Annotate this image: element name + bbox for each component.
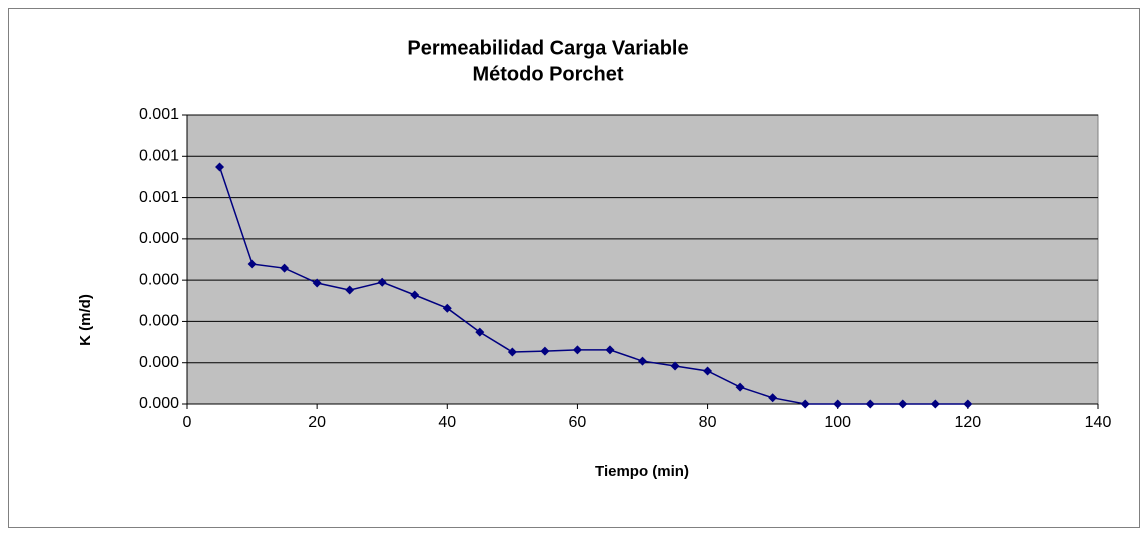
y-tick-label: 0.000: [139, 271, 179, 288]
series-line: [218, 166, 968, 405]
chart-title: Permeabilidad Carga Variable: [407, 37, 688, 59]
x-tick-label: 80: [699, 414, 717, 431]
y-tick-label: 0.001: [139, 106, 179, 123]
y-tick-label: 0.000: [139, 230, 179, 247]
data-point: [638, 356, 647, 366]
data-point: [475, 327, 485, 337]
data-point: [247, 259, 257, 269]
data-point: [442, 303, 452, 313]
x-tick-label: 60: [569, 414, 587, 431]
data-point: [540, 346, 550, 356]
y-axis-title: K (m/d): [77, 294, 94, 346]
data-point: [605, 345, 615, 355]
data-point: [345, 285, 355, 295]
y-tick-label: 0.000: [139, 395, 179, 412]
x-tick-label: 100: [824, 414, 851, 431]
data-point: [410, 290, 420, 300]
x-tick-label: 40: [438, 414, 456, 431]
data-point: [930, 399, 940, 409]
data-point: [735, 382, 745, 392]
data-point: [215, 162, 225, 172]
data-point: [833, 399, 843, 409]
data-point: [898, 399, 908, 409]
data-point: [703, 366, 713, 376]
data-point: [800, 399, 810, 409]
chart-title: Método Porchet: [472, 63, 623, 85]
data-point: [572, 345, 582, 355]
y-tick-label: 0.000: [139, 313, 179, 330]
plot-area: [186, 114, 1099, 405]
y-tick-label: 0.001: [139, 189, 179, 206]
data-point: [768, 393, 778, 403]
data-point: [507, 347, 517, 357]
data-point: [312, 278, 322, 288]
x-tick-label: 140: [1085, 414, 1112, 431]
data-point: [377, 277, 387, 287]
x-tick-label: 0: [183, 414, 192, 431]
data-point: [670, 361, 680, 371]
x-tick-label: 120: [955, 414, 982, 431]
data-point: [865, 399, 875, 409]
data-point: [280, 263, 290, 273]
data-point: [963, 399, 973, 409]
x-tick-label: 20: [308, 414, 326, 431]
y-tick-label: 0.000: [139, 354, 179, 371]
y-tick-label: 0.001: [139, 148, 179, 165]
x-axis-title: Tiempo (min): [595, 463, 689, 480]
